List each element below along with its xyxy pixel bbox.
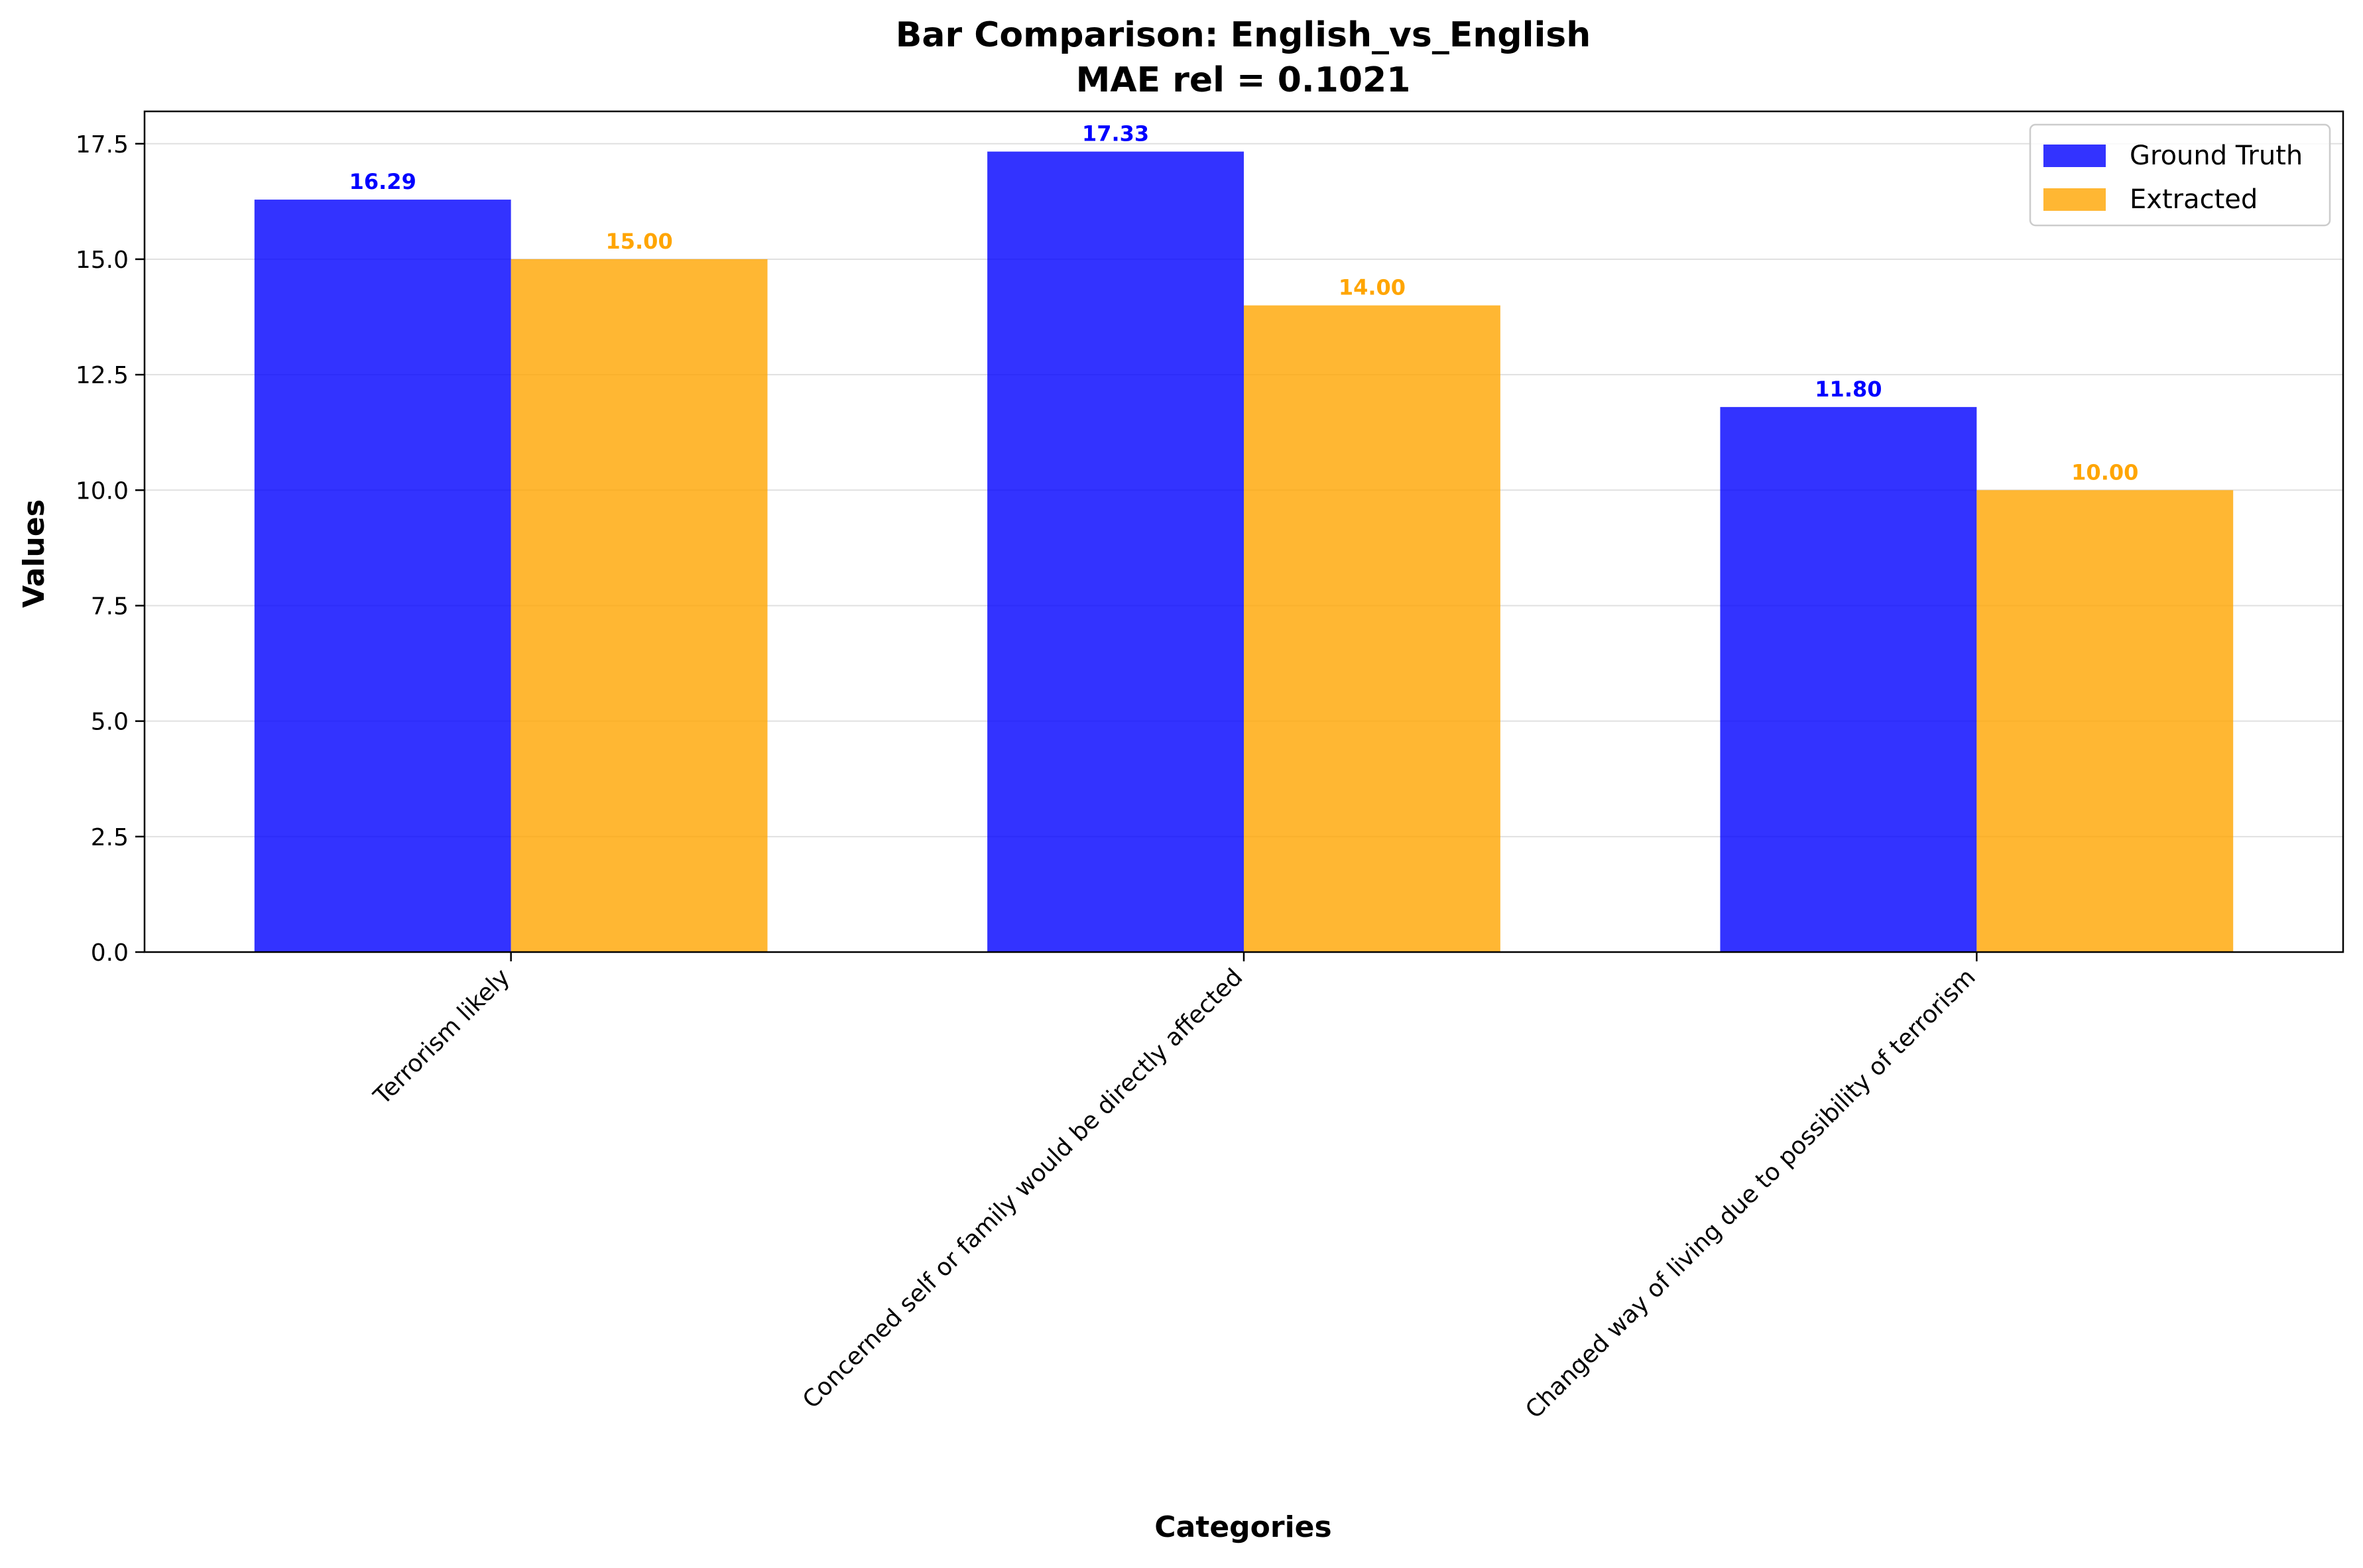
y-tick-label: 5.0 bbox=[91, 709, 129, 736]
bar-value-label: 17.33 bbox=[1082, 121, 1149, 147]
legend-swatch bbox=[2043, 188, 2106, 211]
y-tick-label: 10.0 bbox=[76, 477, 129, 505]
bar-ground-truth bbox=[254, 200, 511, 953]
plot-frame bbox=[143, 110, 2344, 953]
y-tick-label: 12.5 bbox=[76, 362, 129, 389]
bar-ground-truth bbox=[987, 151, 1244, 953]
x-axis-label: Categories bbox=[1154, 1510, 1331, 1544]
bar-extracted bbox=[511, 259, 768, 952]
y-tick-label: 17.5 bbox=[76, 131, 129, 158]
legend-entry: Extracted bbox=[2130, 184, 2258, 215]
y-tick-label: 2.5 bbox=[91, 824, 129, 851]
legend-entry: Ground Truth bbox=[2130, 141, 2303, 171]
chart-title: Bar Comparison: English_vs_English bbox=[896, 15, 1591, 55]
y-axis-label: Values bbox=[17, 499, 51, 608]
bar-value-label: 11.80 bbox=[1815, 377, 1882, 402]
y-tick-label: 15.0 bbox=[76, 247, 129, 274]
legend-swatch bbox=[2043, 145, 2106, 167]
chart-subtitle: MAE rel = 0.1021 bbox=[1076, 60, 1411, 100]
bar-value-label: 10.00 bbox=[2071, 459, 2138, 485]
bar-value-label: 16.29 bbox=[349, 169, 416, 194]
x-tick-label: Terrorism likely bbox=[368, 963, 515, 1111]
y-tick-label: 0.0 bbox=[91, 939, 129, 967]
bar-extracted bbox=[1244, 305, 1500, 953]
bar-value-label: 14.00 bbox=[1339, 275, 1406, 300]
bar-extracted bbox=[1976, 490, 2234, 952]
bar-ground-truth bbox=[1720, 406, 1977, 952]
x-tick-label: Changed way of living due to possibility… bbox=[1520, 963, 1980, 1423]
x-tick-label: Concerned self or family would be direct… bbox=[798, 963, 1248, 1414]
bar-value-label: 15.00 bbox=[605, 229, 672, 254]
y-tick-label: 7.5 bbox=[91, 593, 129, 620]
